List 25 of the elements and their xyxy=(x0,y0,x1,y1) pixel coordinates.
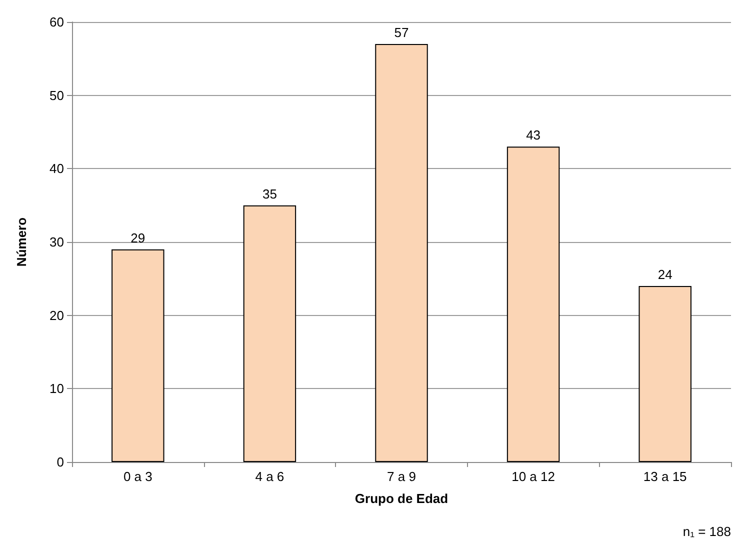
data-label: 29 xyxy=(130,230,146,246)
y-axis-title: Número xyxy=(14,217,29,267)
bar xyxy=(638,286,692,462)
data-label: 35 xyxy=(262,186,277,202)
y-tick-label: 50 xyxy=(50,88,64,103)
bar xyxy=(375,44,428,462)
x-tick-label: 13 a 15 xyxy=(643,469,687,484)
y-tick-label: 60 xyxy=(50,14,64,30)
y-tick-label: 20 xyxy=(50,308,64,323)
y-tick-label: 10 xyxy=(50,381,64,396)
data-label: 57 xyxy=(394,25,409,40)
bar xyxy=(506,146,560,462)
data-label: 43 xyxy=(526,128,541,143)
x-tick-label: 10 a 12 xyxy=(512,469,555,484)
x-tick-label: 7 a 9 xyxy=(387,469,416,484)
bar xyxy=(112,249,164,462)
x-axis-title: Grupo de Edad xyxy=(354,491,448,506)
bar xyxy=(243,205,296,462)
data-label: 24 xyxy=(658,267,672,282)
y-tick-label: 30 xyxy=(50,234,64,250)
y-tick-label: 0 xyxy=(56,454,64,470)
y-tick-label: 40 xyxy=(50,161,64,176)
text: n₁ = 188 xyxy=(682,524,732,539)
x-tick-label: 0 a 3 xyxy=(123,469,152,484)
x-tick-label: 4 a 6 xyxy=(255,469,284,484)
